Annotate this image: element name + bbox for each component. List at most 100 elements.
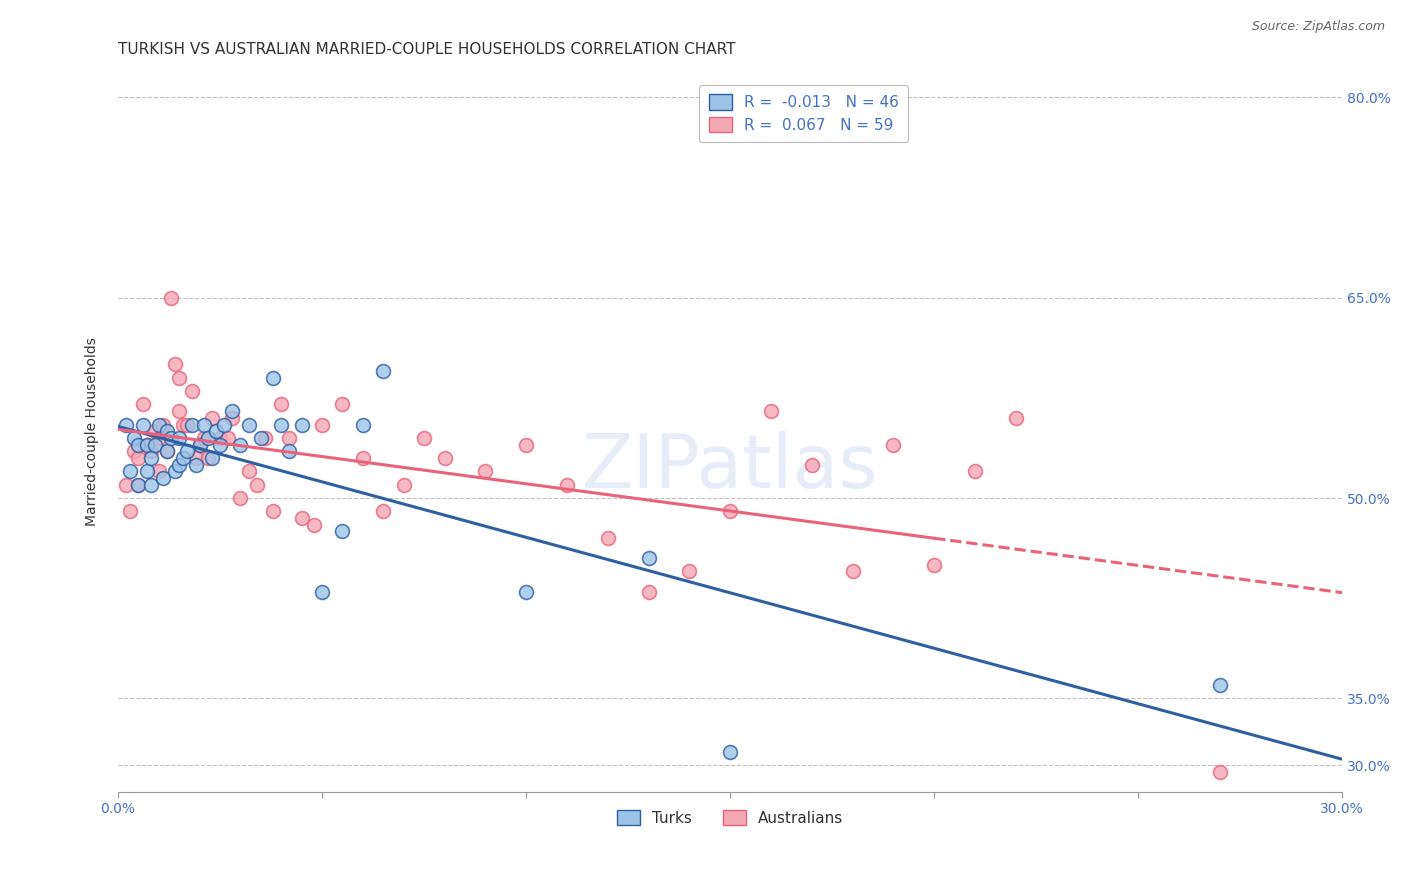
Point	[143, 424, 166, 438]
Point	[596, 531, 619, 545]
Point	[262, 370, 284, 384]
Point	[139, 477, 162, 491]
Point	[124, 431, 146, 445]
Point	[963, 464, 986, 478]
Point	[515, 437, 537, 451]
Point	[392, 477, 415, 491]
Point	[131, 417, 153, 432]
Legend: Turks, Australians: Turks, Australians	[607, 800, 852, 835]
Point	[180, 384, 202, 398]
Point	[229, 437, 252, 451]
Point	[373, 504, 395, 518]
Point	[165, 464, 187, 478]
Point	[180, 417, 202, 432]
Point	[156, 444, 179, 458]
Point	[127, 450, 149, 465]
Point	[209, 437, 232, 451]
Point	[332, 524, 354, 539]
Point	[184, 458, 207, 472]
Point	[167, 404, 190, 418]
Point	[156, 444, 179, 458]
Point	[172, 417, 194, 432]
Point	[160, 431, 183, 445]
Point	[311, 417, 333, 432]
Point	[188, 437, 211, 451]
Point	[841, 565, 863, 579]
Point	[139, 444, 162, 458]
Point	[238, 464, 260, 478]
Point	[221, 410, 243, 425]
Point	[278, 431, 301, 445]
Text: Source: ZipAtlas.com: Source: ZipAtlas.com	[1251, 20, 1385, 33]
Point	[188, 437, 211, 451]
Point	[238, 417, 260, 432]
Y-axis label: Married-couple Households: Married-couple Households	[86, 337, 100, 525]
Point	[759, 404, 782, 418]
Point	[637, 584, 659, 599]
Point	[433, 450, 456, 465]
Point	[291, 511, 314, 525]
Point	[143, 437, 166, 451]
Point	[148, 464, 170, 478]
Point	[278, 444, 301, 458]
Point	[124, 444, 146, 458]
Point	[184, 450, 207, 465]
Point	[332, 397, 354, 411]
Point	[1209, 678, 1232, 692]
Point	[212, 417, 235, 432]
Point	[127, 477, 149, 491]
Point	[253, 431, 276, 445]
Point	[352, 417, 374, 432]
Point	[193, 417, 215, 432]
Point	[291, 417, 314, 432]
Point	[474, 464, 496, 478]
Point	[413, 431, 436, 445]
Point	[127, 477, 149, 491]
Point	[882, 437, 904, 451]
Point	[800, 458, 823, 472]
Point	[176, 444, 198, 458]
Point	[352, 450, 374, 465]
Point	[270, 397, 292, 411]
Point	[555, 477, 578, 491]
Point	[197, 450, 219, 465]
Point	[115, 477, 138, 491]
Text: ZIPatlas: ZIPatlas	[582, 431, 879, 504]
Point	[250, 431, 273, 445]
Point	[221, 404, 243, 418]
Point	[193, 431, 215, 445]
Point	[311, 584, 333, 599]
Point	[165, 358, 187, 372]
Point	[678, 565, 700, 579]
Point	[167, 370, 190, 384]
Text: TURKISH VS AUSTRALIAN MARRIED-COUPLE HOUSEHOLDS CORRELATION CHART: TURKISH VS AUSTRALIAN MARRIED-COUPLE HOU…	[118, 42, 735, 57]
Point	[148, 431, 170, 445]
Point	[262, 504, 284, 518]
Point	[515, 584, 537, 599]
Point	[205, 424, 228, 438]
Point	[120, 464, 142, 478]
Point	[201, 450, 224, 465]
Point	[217, 431, 239, 445]
Point	[135, 437, 157, 451]
Point	[229, 491, 252, 505]
Point	[246, 477, 269, 491]
Point	[135, 464, 157, 478]
Point	[270, 417, 292, 432]
Point	[135, 437, 157, 451]
Point	[637, 551, 659, 566]
Point	[176, 417, 198, 432]
Point	[1004, 410, 1026, 425]
Point	[922, 558, 945, 572]
Point	[167, 431, 190, 445]
Point	[172, 450, 194, 465]
Point	[718, 745, 741, 759]
Point	[302, 517, 325, 532]
Point	[160, 291, 183, 305]
Point	[167, 458, 190, 472]
Point	[148, 417, 170, 432]
Point	[1209, 764, 1232, 779]
Point	[131, 397, 153, 411]
Point	[197, 431, 219, 445]
Point	[156, 424, 179, 438]
